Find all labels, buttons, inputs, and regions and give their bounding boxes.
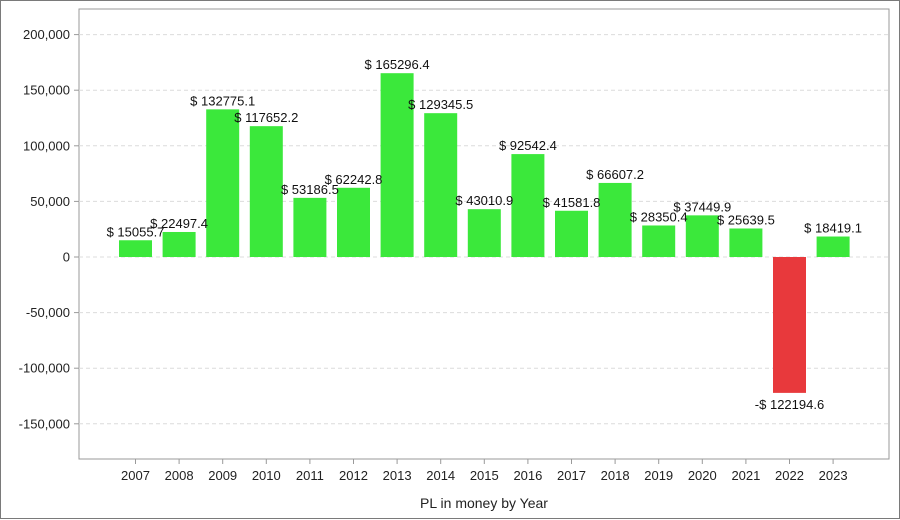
data-label-2009: $ 132775.1 [190,93,255,108]
bar-2016[interactable] [511,154,545,257]
x-tick-label-2018: 2018 [601,468,630,483]
data-label-2021: $ 25639.5 [717,212,775,227]
bar-2021[interactable] [729,228,763,257]
x-tick-label-2014: 2014 [426,468,455,483]
y-tick-labels: 200,000 150,000 100,000 50,000 0 -50,000 -100,… [19,27,70,431]
data-labels: $ 15055.7$ 22497.4 $ 132775.1 $ 117652.2 $ … [107,57,862,412]
y-tick-label: 50,000 [30,194,70,209]
x-tick-label-2020: 2020 [688,468,717,483]
bar-2011[interactable] [293,197,327,257]
data-label-2015: $ 43010.9 [455,193,513,208]
data-label-2007: $ 15055.7 [107,224,165,239]
data-label-2019: $ 28350.4 [630,209,688,224]
bar-2017[interactable] [555,210,588,257]
x-tick-label-2016: 2016 [513,468,542,483]
bar-2008[interactable] [162,231,196,257]
data-label-2008: $ 22497.4 [150,216,208,231]
x-tick-label-2008: 2008 [165,468,194,483]
x-tick-label-2021: 2021 [731,468,760,483]
bar-2022[interactable] [773,257,806,393]
bar-2023[interactable] [816,236,850,257]
y-tick-label: -100,000 [19,361,70,376]
x-tick-label-2022: 2022 [775,468,804,483]
data-label-2022: -$ 122194.6 [755,397,824,412]
x-tick-label-2009: 2009 [208,468,237,483]
data-label-2014: $ 129345.5 [408,97,473,112]
y-tick-label: -150,000 [19,416,70,431]
x-axis-title: PL in money by Year [420,495,548,511]
y-tick-label: 100,000 [23,138,70,153]
data-label-2020: $ 37449.9 [673,199,731,214]
bar-2012[interactable] [337,187,370,257]
bar-2013[interactable] [380,73,414,258]
data-label-2017: $ 41581.8 [543,195,601,210]
bar-2014[interactable] [424,113,458,257]
y-tick-label: 150,000 [23,83,70,98]
data-label-2011: $ 53186.5 [281,182,339,197]
bars [119,73,850,393]
x-tick-label-2015: 2015 [470,468,499,483]
data-label-2018: $ 66607.2 [586,167,644,182]
x-tick-label-2010: 2010 [252,468,281,483]
y-tick-label: -50,000 [26,305,70,320]
y-tick-label: 200,000 [23,27,70,42]
bar-2020[interactable] [685,215,719,257]
data-label-2010: $ 117652.2 [234,110,298,125]
data-label-2012: $ 62242.8 [325,172,383,187]
bar-2009[interactable] [206,109,240,257]
x-tick-label-2023: 2023 [819,468,848,483]
x-tick-label-2013: 2013 [383,468,412,483]
bar-2015[interactable] [467,209,501,257]
data-label-2016: $ 92542.4 [499,138,557,153]
bar-2018[interactable] [598,182,632,257]
x-tick-label-2012: 2012 [339,468,368,483]
x-tick-label-2011: 2011 [296,468,324,483]
bar-2019[interactable] [642,225,676,257]
data-label-2013: $ 165296.4 [365,57,430,72]
x-tick-label-2007: 2007 [121,468,150,483]
y-tick-label: 0 [63,250,70,265]
data-label-2023: $ 18419.1 [804,221,862,236]
x-tick-label-2019: 2019 [644,468,673,483]
x-tick-label-2017: 2017 [557,468,586,483]
bar-2010[interactable] [249,126,283,258]
bar-2007[interactable] [119,240,152,257]
x-tick-labels: 2007 2008 2009 2010 2011 2012 2013 2014 2015 2016… [121,459,848,483]
